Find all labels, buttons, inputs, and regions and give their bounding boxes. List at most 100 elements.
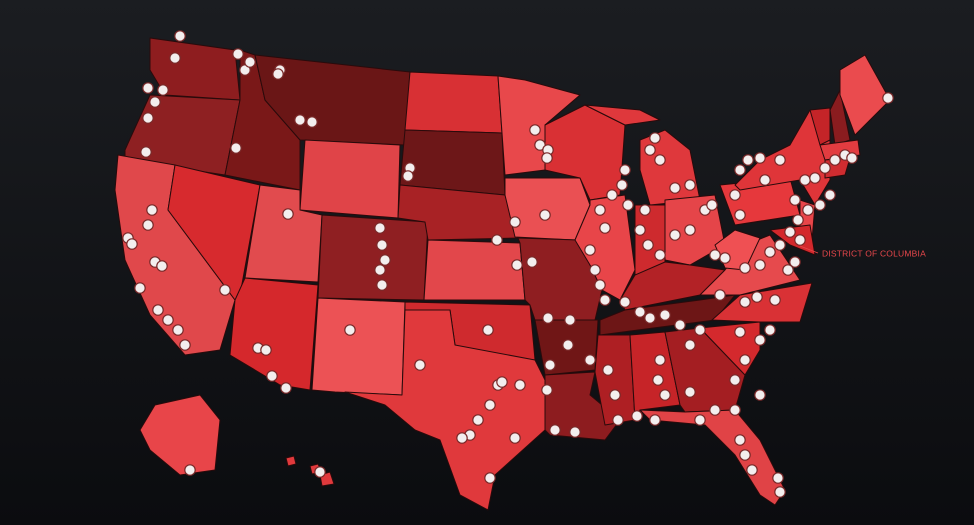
location-dot [306,116,318,128]
location-dot [564,314,576,326]
location-dot [379,254,391,266]
location-dot [149,96,161,108]
location-dot [509,216,521,228]
location-dot [784,226,796,238]
location-dot [511,259,523,271]
location-dot [402,170,414,182]
location-dot [789,194,801,206]
location-dot [774,154,786,166]
state [317,214,429,301]
location-dot [526,256,538,268]
state [584,104,661,126]
location-dot [584,244,596,256]
leader-line [799,245,819,254]
location-dot [569,426,581,438]
location-dot [764,324,776,336]
location-dot [599,222,611,234]
location-dot [754,152,766,164]
location-dot [669,182,681,194]
location-dot [739,262,751,274]
location-dot [280,382,292,394]
location-dot [754,259,766,271]
location-dot [606,189,618,201]
location-dot [774,486,786,498]
location-dot [814,199,826,211]
location-dot [846,152,858,164]
state [504,177,591,241]
location-dot [789,256,801,268]
location-dot [684,339,696,351]
location-dot [829,154,841,166]
state [285,455,297,467]
location-dot [539,209,551,221]
location-dot [746,464,758,476]
location-dot [376,279,388,291]
location-dot [612,414,624,426]
state [711,282,813,323]
location-dot [644,144,656,156]
location-dot [594,204,606,216]
location-dot [649,414,661,426]
location-dot [482,324,494,336]
location-dot [729,189,741,201]
location-dot [496,376,508,388]
state [423,239,526,301]
location-dot [414,359,426,371]
location-dot [594,279,606,291]
location-dot [609,389,621,401]
location-dot [616,179,628,191]
state [139,394,221,476]
location-dot [142,112,154,124]
location-dot [739,449,751,461]
location-dot [541,384,553,396]
location-dot [719,252,731,264]
location-dot [631,410,643,422]
location-dot [374,222,386,234]
location-dot [484,399,496,411]
location-dot [659,309,671,321]
state [829,89,851,146]
location-dot [134,282,146,294]
location-dot [140,146,152,158]
location-dot [244,56,256,68]
location-dot [709,249,721,261]
location-dot [376,239,388,251]
location-dot [232,48,244,60]
location-dot [230,142,242,154]
location-dot [669,229,681,241]
location-dot [634,306,646,318]
state [344,309,546,511]
location-dot [751,291,763,303]
location-dot [294,114,306,126]
location-dot [654,249,666,261]
state [229,277,319,391]
states [114,37,891,511]
location-dot [824,189,836,201]
dc-label: DISTRICT OF COLUMBIA [822,248,926,258]
location-dot [549,424,561,436]
location-dot [659,389,671,401]
state [544,371,621,441]
location-dot [694,414,706,426]
location-dot [282,208,294,220]
state [839,54,891,136]
location-dot [157,84,169,96]
location-dot [706,199,718,211]
location-dot [639,204,651,216]
location-dot [562,339,574,351]
location-dot [602,364,614,376]
location-dot [729,374,741,386]
location-dot [542,312,554,324]
location-dot [739,296,751,308]
locations [122,30,894,498]
location-dot [142,82,154,94]
state [399,129,506,196]
location-dot [260,344,272,356]
location-dot [514,379,526,391]
state [299,139,401,219]
location-dot [764,246,776,258]
location-dot [174,30,186,42]
state [311,297,406,396]
location-dot [782,264,794,276]
location-dot [772,472,784,484]
